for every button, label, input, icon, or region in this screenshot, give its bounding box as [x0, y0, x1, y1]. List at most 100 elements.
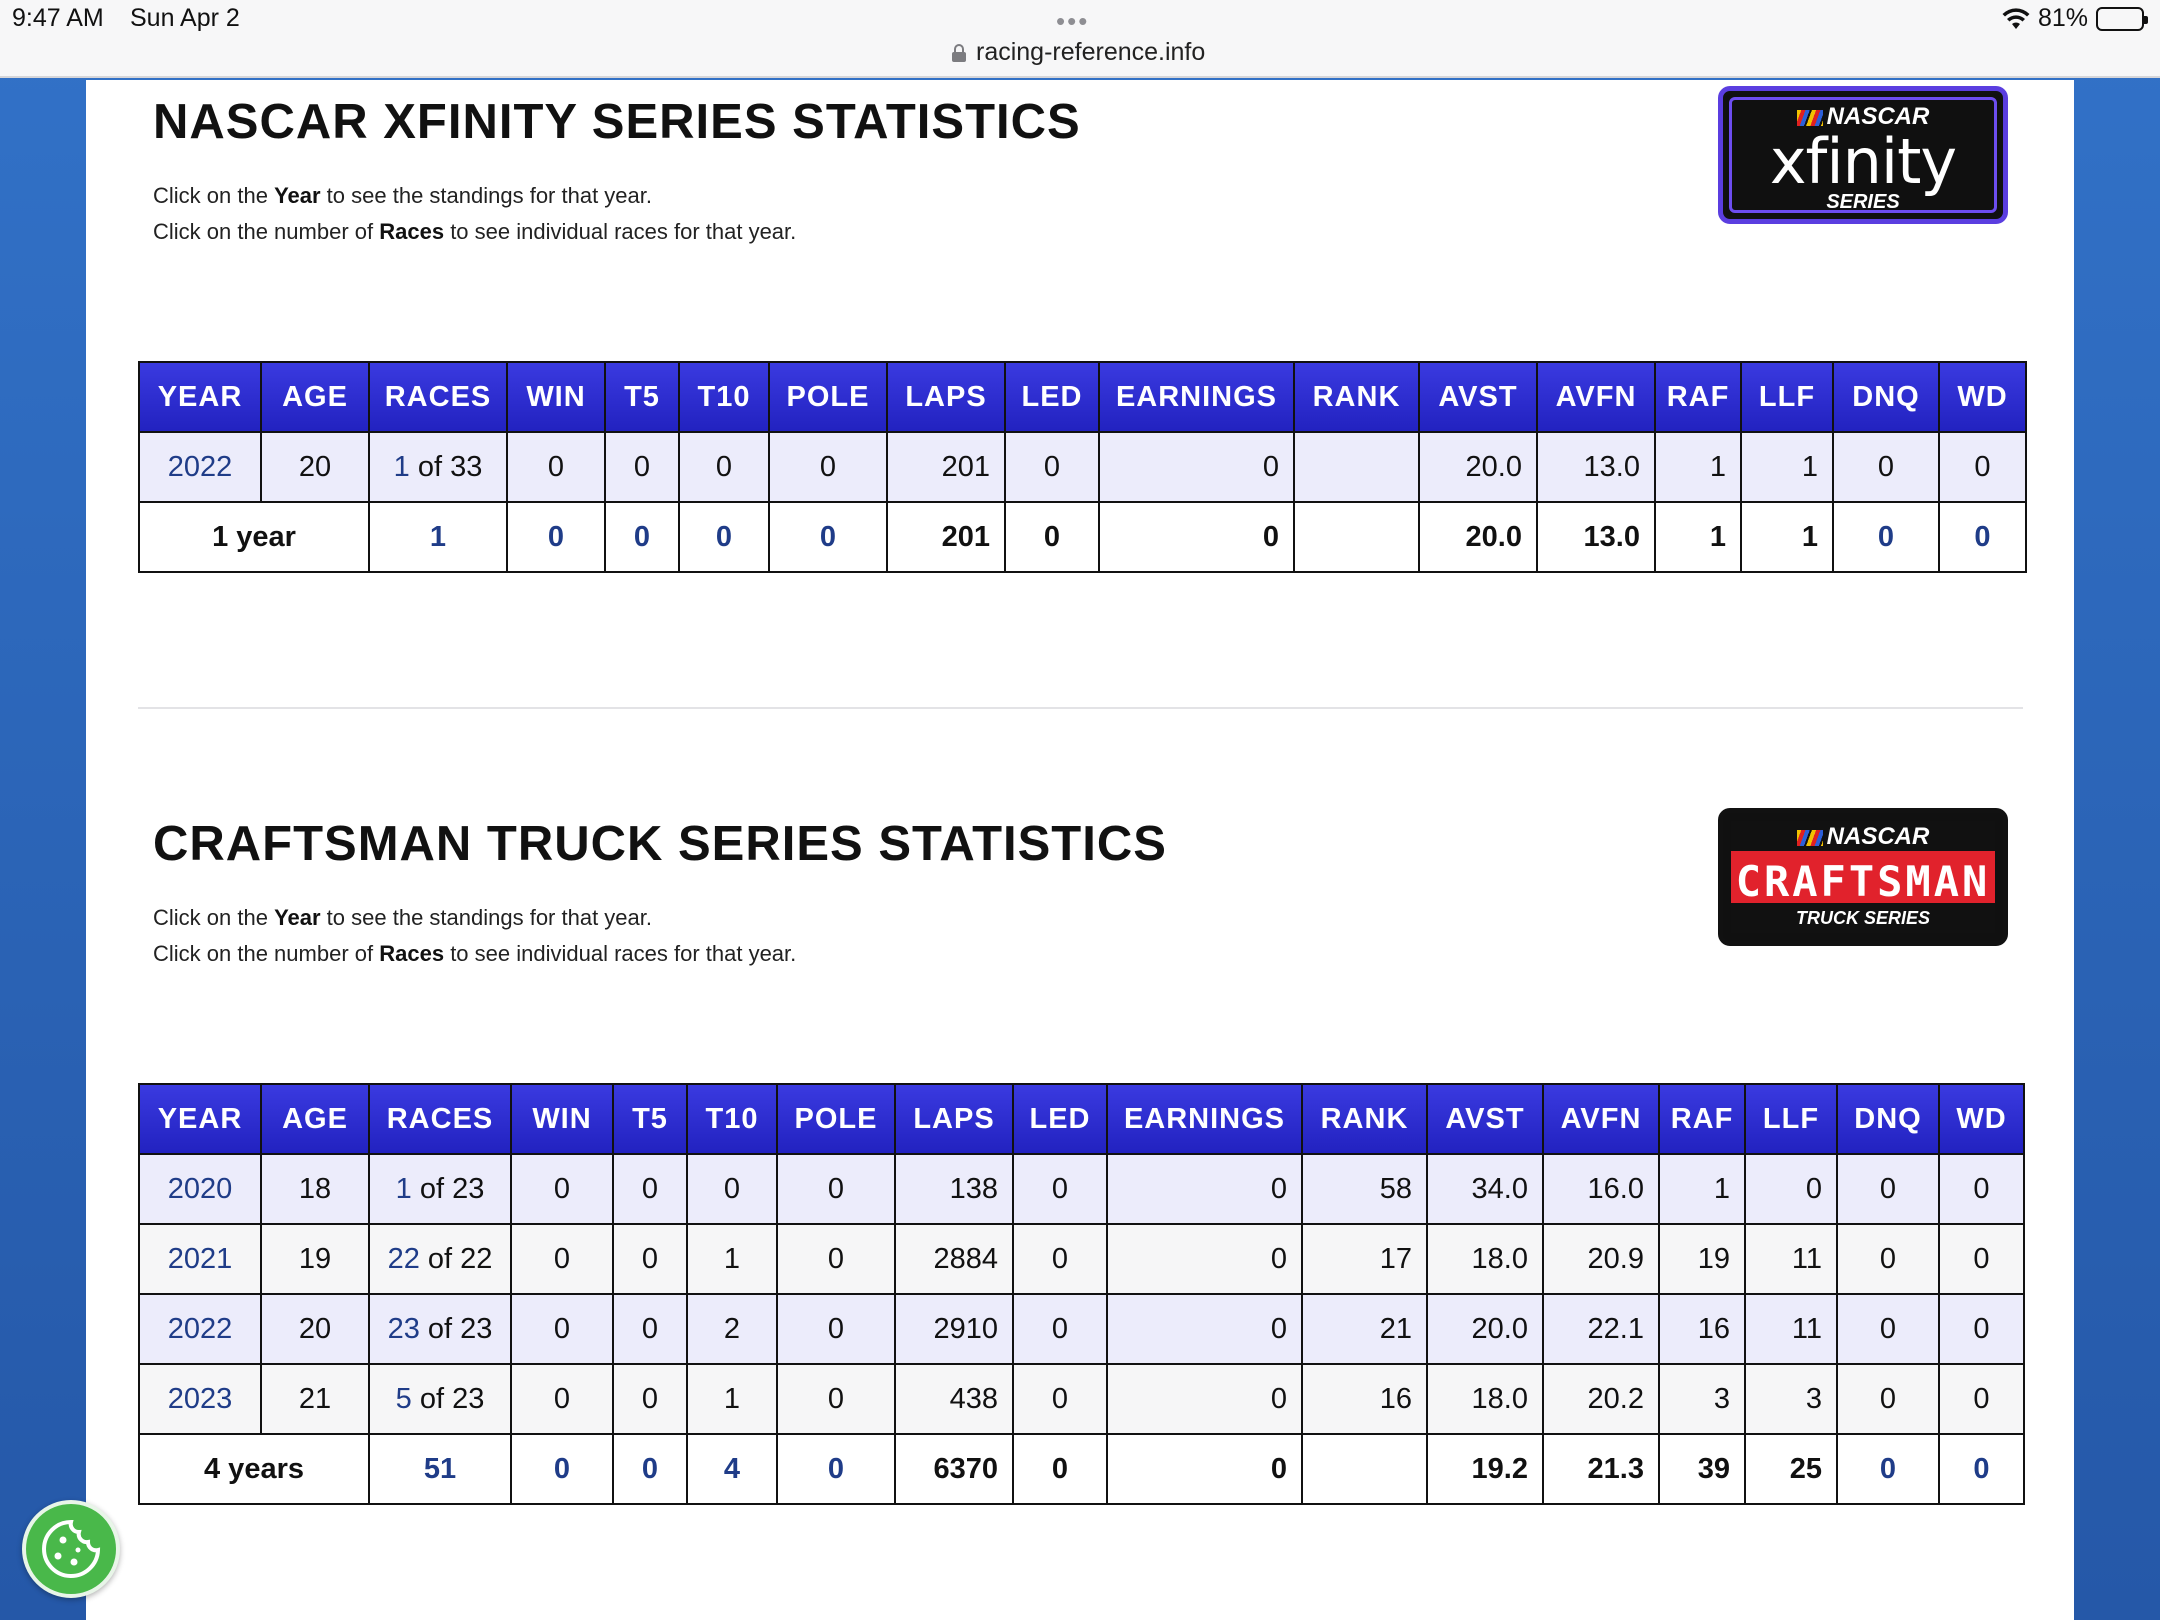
laps-cell: 438: [894, 1363, 1014, 1435]
races-link[interactable]: 22: [387, 1242, 420, 1275]
led-total: 0: [1043, 520, 1061, 553]
wd-cell: 0: [1938, 431, 2027, 503]
column-header-t5: T5: [604, 361, 680, 433]
avfn-cell: 20.9: [1542, 1223, 1660, 1295]
races-link[interactable]: 5: [395, 1382, 412, 1415]
dnq-cell: 0: [1836, 1363, 1940, 1435]
xfinity-instruction-races: Click on the number of Races to see indi…: [153, 219, 797, 244]
races-link[interactable]: 1: [393, 450, 410, 483]
dnq-total-cell: 0: [1836, 1433, 1940, 1505]
t5-cell: 0: [612, 1223, 688, 1295]
llf-cell: 0: [1744, 1153, 1838, 1225]
cookie-settings-button[interactable]: [22, 1500, 120, 1598]
avst-cell: 18.0: [1426, 1223, 1544, 1295]
dnq-cell: 0: [1836, 1223, 1940, 1295]
led-total: 0: [1051, 1452, 1069, 1485]
age-cell: 18: [260, 1153, 370, 1225]
lock-icon: [952, 43, 966, 62]
column-header-avst: AVST: [1426, 1083, 1544, 1155]
wd-cell: 0: [1938, 1153, 2025, 1225]
column-header-year: YEAR: [138, 361, 262, 433]
earnings-total-cell: 0: [1098, 501, 1295, 573]
column-header-age: AGE: [260, 361, 370, 433]
races-total-cell: 51: [368, 1433, 512, 1505]
wd-total: 0: [1974, 520, 1991, 553]
win-total: 0: [553, 1452, 571, 1485]
races-of-total: of 23: [419, 1312, 493, 1345]
earnings-cell: 0: [1106, 1293, 1303, 1365]
races-cell: 5 of 23: [368, 1363, 512, 1435]
truck-instruction-races: Click on the number of Races to see indi…: [153, 941, 797, 966]
races-of-total: of 23: [411, 1172, 485, 1205]
raf-cell: 16: [1658, 1293, 1746, 1365]
wd-cell: 0: [1938, 1223, 2025, 1295]
raf-total: 1: [1709, 520, 1726, 553]
pole-total-cell: 0: [768, 501, 888, 573]
laps-cell: 2884: [894, 1223, 1014, 1295]
column-header-avfn: AVFN: [1542, 1083, 1660, 1155]
url-bar[interactable]: racing-reference.info: [952, 38, 1205, 67]
led-cell: 0: [1012, 1363, 1108, 1435]
raf-total-cell: 39: [1658, 1433, 1746, 1505]
races-cell: 1 of 23: [368, 1153, 512, 1225]
llf-total: 1: [1801, 520, 1818, 553]
races-link[interactable]: 1: [395, 1172, 412, 1205]
column-header-year: YEAR: [138, 1083, 262, 1155]
win-cell: 0: [510, 1363, 614, 1435]
column-header-llf: LLF: [1740, 361, 1834, 433]
races-link[interactable]: 23: [387, 1312, 420, 1345]
races-cell: 1 of 33: [368, 431, 508, 503]
avst-cell: 20.0: [1426, 1293, 1544, 1365]
truck-instructions: Click on the Year to see the standings f…: [153, 900, 796, 972]
table-header-row: YEAR AGE RACES WIN T5 T10 POLE LAPS LED EARNINGS R…: [138, 361, 2027, 433]
totals-row: 1 year 1 0 0 0 0 201 0 0 20.0 13.0 1 1 0 0: [138, 501, 2027, 573]
win-cell: 0: [510, 1293, 614, 1365]
column-header-t5: T5: [612, 1083, 688, 1155]
battery-percent: 81%: [2037, 4, 2088, 32]
rank-cell: 58: [1301, 1153, 1428, 1225]
dnq-cell: 0: [1836, 1153, 1940, 1225]
multitask-dots[interactable]: •••: [1056, 6, 1090, 36]
races-cell: 22 of 22: [368, 1223, 512, 1295]
wd-cell: 0: [1938, 1293, 2025, 1365]
safari-status-bar: 9:47 AM Sun Apr 2 ••• racing-reference.i…: [0, 0, 2160, 78]
led-cell: 0: [1012, 1293, 1108, 1365]
status-time: 9:47 AM: [12, 4, 104, 32]
column-header-laps: LAPS: [886, 361, 1006, 433]
raf-total-cell: 1: [1654, 501, 1742, 573]
year-link[interactable]: 2022: [167, 450, 233, 483]
year-link[interactable]: 2021: [167, 1242, 233, 1275]
pole-total-cell: 0: [776, 1433, 896, 1505]
wd-cell: 0: [1938, 1363, 2025, 1435]
earnings-total: 0: [1270, 1452, 1287, 1485]
year-link[interactable]: 2020: [167, 1172, 233, 1205]
cookie-icon: [42, 1519, 101, 1578]
year-link[interactable]: 2022: [167, 1312, 233, 1345]
wd-total: 0: [1973, 1452, 1990, 1485]
column-header-wd: WD: [1938, 361, 2027, 433]
races-of-total: of 22: [419, 1242, 493, 1275]
t10-cell: 1: [686, 1363, 778, 1435]
truck-section-title: CRAFTSMAN TRUCK SERIES STATISTICS: [153, 817, 1167, 871]
avfn-total: 21.3: [1587, 1452, 1644, 1485]
age-cell: 19: [260, 1223, 370, 1295]
totals-label: 4 years: [138, 1433, 370, 1505]
laps-cell: 138: [894, 1153, 1014, 1225]
t5-cell: 0: [612, 1293, 688, 1365]
raf-cell: 19: [1658, 1223, 1746, 1295]
column-header-pole: POLE: [776, 1083, 896, 1155]
status-date: Sun Apr 2: [130, 4, 240, 32]
dnq-total-cell: 0: [1832, 501, 1940, 573]
status-right: 81%: [2002, 4, 2148, 33]
year-link[interactable]: 2023: [167, 1382, 233, 1415]
laps-total: 6370: [933, 1452, 998, 1485]
wd-total-cell: 0: [1938, 501, 2027, 573]
earnings-cell: 0: [1098, 431, 1295, 503]
battery-icon: [2096, 6, 2148, 31]
year-cell: 2021: [138, 1223, 262, 1295]
xfinity-section-title: NASCAR XFINITY SERIES STATISTICS: [153, 95, 1081, 149]
column-header-rank: RANK: [1293, 361, 1420, 433]
t10-total: 4: [723, 1452, 741, 1485]
avfn-total-cell: 13.0: [1536, 501, 1656, 573]
t10-cell: 0: [678, 431, 770, 503]
